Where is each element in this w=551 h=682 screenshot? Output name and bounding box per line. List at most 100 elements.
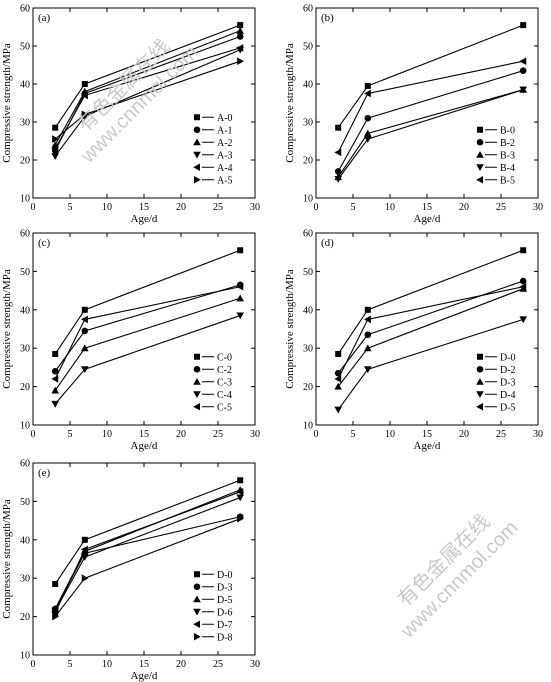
data-point — [519, 316, 527, 324]
chart-panel-3: 0 5 10 15 20 25 30 10 20 30 40 50 60 Age/d Compressive… — [1, 229, 260, 453]
x-tick-label: 10 — [102, 659, 112, 670]
y-axis-label: Compressive strength/MPa — [1, 499, 13, 619]
series-B-2 — [334, 67, 527, 175]
x-tick-label: 0 — [314, 202, 319, 213]
legend-item: C-4 — [193, 390, 232, 401]
legend-marker — [194, 353, 200, 360]
y-tick-label: 50 — [20, 497, 30, 508]
legend-label: D-3 — [500, 377, 516, 388]
x-tick-label: 5 — [68, 202, 73, 213]
y-axis-label: Compressive strength/MPa — [284, 43, 296, 163]
x-tick-label: 25 — [496, 429, 506, 440]
legend-label: A-0 — [217, 113, 233, 124]
legend-label: B-0 — [500, 125, 515, 136]
series-D-3 — [334, 284, 527, 390]
legend-label: A-2 — [217, 138, 233, 149]
series-line — [337, 24, 524, 129]
data-point — [519, 57, 527, 65]
legend-marker — [193, 620, 201, 629]
data-point — [364, 82, 371, 89]
series-D-5 — [51, 486, 244, 612]
legend-marker — [193, 175, 201, 184]
legend-marker — [476, 365, 484, 373]
panel-label: (b) — [321, 12, 334, 24]
series-C-3 — [51, 294, 244, 394]
data-point — [51, 144, 59, 153]
x-axis-label: Age/d — [414, 213, 441, 225]
series-A-0 — [52, 22, 244, 131]
x-tick-label: 20 — [176, 659, 186, 670]
legend-item: D-6 — [193, 607, 233, 618]
x-tick-label: 10 — [102, 202, 112, 213]
legend-item: A-5 — [193, 175, 233, 186]
data-point — [81, 81, 88, 87]
data-point — [237, 22, 244, 29]
series-B-0 — [335, 22, 527, 131]
data-point — [81, 344, 89, 352]
x-tick-label: 20 — [176, 202, 186, 213]
y-tick-label: 20 — [20, 382, 30, 393]
legend-label: B-3 — [500, 150, 515, 161]
chart-panel-1: 0 5 10 15 20 25 30 10 20 30 40 50 60 Age/d Compressive… — [1, 4, 260, 226]
data-point — [236, 312, 244, 320]
legend-label: B-2 — [500, 138, 515, 149]
series-C-5 — [51, 282, 244, 383]
data-point — [334, 382, 342, 390]
y-tick-label: 40 — [20, 535, 30, 546]
x-tick-label: 15 — [139, 429, 149, 440]
legend-marker — [193, 583, 201, 591]
y-tick-label: 30 — [303, 344, 313, 355]
legend-label: C-4 — [217, 390, 232, 401]
x-tick-label: 25 — [496, 202, 506, 213]
x-tick-label: 15 — [422, 429, 432, 440]
y-axis-label: Compressive strength/MPa — [284, 269, 296, 389]
data-point — [81, 536, 88, 543]
legend: B-0 B-2B-3 B-4B-5 — [476, 125, 515, 186]
data-point — [364, 114, 372, 122]
data-point — [51, 375, 59, 383]
x-tick-label: 30 — [533, 429, 543, 440]
legend-item: B-0 — [477, 125, 515, 136]
x-tick-label: 5 — [351, 202, 356, 213]
x-tick-label: 20 — [459, 429, 469, 440]
y-tick-label: 50 — [20, 267, 30, 278]
data-point — [237, 57, 244, 65]
legend-label: D-8 — [217, 632, 233, 643]
data-point — [334, 375, 342, 383]
data-point — [364, 136, 372, 143]
series-line — [54, 249, 241, 355]
series-D-4 — [334, 316, 527, 414]
data-point — [334, 175, 342, 183]
chart-panel-5: 0 5 10 15 20 25 30 10 20 30 40 50 60 Age/d Compressive… — [1, 459, 260, 682]
legend-marker — [194, 571, 200, 578]
legend-item: A-0 — [194, 113, 233, 124]
data-point — [52, 135, 59, 143]
legend-marker — [193, 365, 201, 373]
chart-panel-4: 0 5 10 15 20 25 30 10 20 30 40 50 60 Age/d Compressive… — [284, 229, 543, 453]
legend-marker — [477, 126, 483, 133]
legend-marker — [476, 402, 484, 411]
y-tick-label: 10 — [20, 421, 30, 432]
legend-label: A-4 — [217, 163, 233, 174]
data-point — [334, 148, 342, 157]
y-tick-label: 30 — [20, 118, 30, 129]
x-tick-label: 15 — [422, 202, 432, 213]
panel-label: (a) — [38, 12, 51, 24]
legend-label: D-7 — [217, 620, 233, 631]
legend-item: B-3 — [476, 150, 515, 161]
y-tick-label: 50 — [303, 42, 313, 53]
data-point — [334, 406, 342, 414]
legend: D-0 D-2D-3 D-4D-5 — [476, 352, 516, 413]
x-tick-label: 30 — [250, 429, 260, 440]
data-point — [51, 367, 59, 375]
data-point — [81, 545, 88, 554]
legend-item: D-5 — [193, 595, 233, 606]
legend-label: B-5 — [500, 175, 515, 186]
data-point — [81, 366, 89, 374]
data-point — [236, 27, 244, 34]
data-point — [51, 386, 59, 394]
legend: D-0D-3 D-5D-6 D-7D-8 — [193, 570, 233, 643]
legend-label: D-3 — [217, 582, 233, 593]
legend-item: D-0 — [477, 352, 516, 363]
series-D-0 — [335, 247, 527, 357]
